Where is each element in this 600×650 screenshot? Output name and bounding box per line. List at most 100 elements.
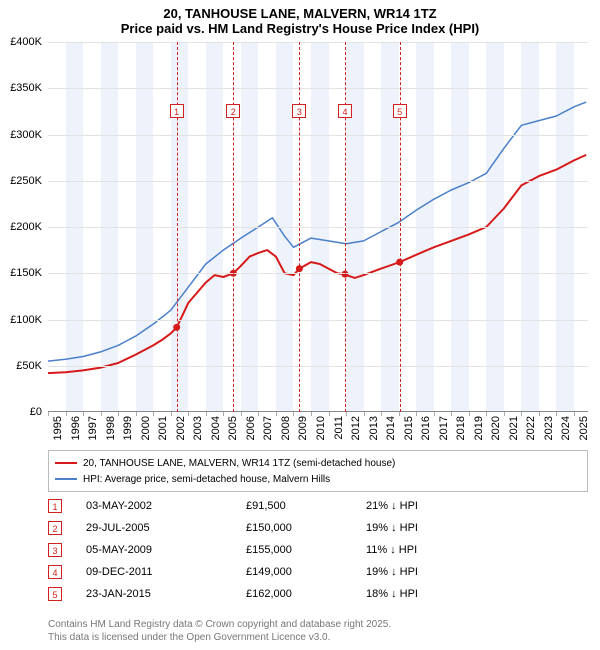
legend-label: 20, TANHOUSE LANE, MALVERN, WR14 1TZ (se…	[83, 458, 395, 469]
chart-area: 12345 £0£50K£100K£150K£200K£250K£300K£35…	[48, 42, 588, 412]
gridline	[48, 181, 588, 182]
legend-swatch	[55, 478, 77, 480]
y-tick-label: £0	[30, 406, 42, 418]
x-tick-label: 2008	[280, 416, 292, 440]
sales-row: 2 29-JUL-2005£150,00019% ↓ HPI	[48, 517, 486, 539]
sales-row-diff: 19% ↓ HPI	[366, 522, 486, 534]
sale-marker: 4	[338, 104, 352, 118]
x-tick-label: 1998	[105, 416, 117, 440]
x-tick	[504, 412, 505, 416]
x-tick-label: 2025	[578, 416, 590, 440]
y-tick-label: £100K	[10, 314, 42, 326]
sales-row-diff: 19% ↓ HPI	[366, 566, 486, 578]
y-tick-label: £50K	[16, 360, 42, 372]
y-tick-label: £400K	[10, 36, 42, 48]
x-tick-label: 2017	[438, 416, 450, 440]
x-tick	[434, 412, 435, 416]
x-tick-label: 2012	[350, 416, 362, 440]
x-tick-label: 2004	[210, 416, 222, 440]
sales-row-diff: 21% ↓ HPI	[366, 500, 486, 512]
x-tick	[258, 412, 259, 416]
sales-row-marker: 2	[48, 521, 62, 535]
sales-row-date: 23-JAN-2015	[86, 588, 246, 600]
x-tick-label: 2010	[315, 416, 327, 440]
sale-vline	[345, 42, 346, 412]
chart-title-block: 20, TANHOUSE LANE, MALVERN, WR14 1TZ Pri…	[0, 0, 600, 36]
x-tick	[48, 412, 49, 416]
sales-row-diff: 11% ↓ HPI	[366, 544, 486, 556]
sales-row-date: 03-MAY-2002	[86, 500, 246, 512]
legend-item: 20, TANHOUSE LANE, MALVERN, WR14 1TZ (se…	[55, 455, 581, 471]
sale-vline	[299, 42, 300, 412]
x-tick	[556, 412, 557, 416]
x-tick-label: 2009	[297, 416, 309, 440]
sales-row-date: 29-JUL-2005	[86, 522, 246, 534]
plot-surface: 12345	[48, 42, 588, 412]
title-line1: 20, TANHOUSE LANE, MALVERN, WR14 1TZ	[0, 6, 600, 21]
legend-item: HPI: Average price, semi-detached house,…	[55, 471, 581, 487]
sales-row-marker: 3	[48, 543, 62, 557]
sales-row-date: 05-MAY-2009	[86, 544, 246, 556]
sale-marker: 3	[292, 104, 306, 118]
x-tick-label: 2013	[368, 416, 380, 440]
sales-row-price: £162,000	[246, 588, 366, 600]
x-tick-label: 2002	[175, 416, 187, 440]
x-tick	[136, 412, 137, 416]
x-tick	[153, 412, 154, 416]
x-tick	[101, 412, 102, 416]
sales-row: 523-JAN-2015£162,00018% ↓ HPI	[48, 583, 486, 605]
x-tick-label: 2007	[262, 416, 274, 440]
x-tick	[416, 412, 417, 416]
sales-row-date: 09-DEC-2011	[86, 566, 246, 578]
x-tick	[451, 412, 452, 416]
x-tick	[83, 412, 84, 416]
x-tick	[469, 412, 470, 416]
sales-row: 103-MAY-2002£91,50021% ↓ HPI	[48, 495, 486, 517]
x-tick	[364, 412, 365, 416]
gridline	[48, 88, 588, 89]
gridline	[48, 273, 588, 274]
x-tick	[223, 412, 224, 416]
x-tick-label: 2024	[560, 416, 572, 440]
x-tick	[66, 412, 67, 416]
x-tick-label: 1997	[87, 416, 99, 440]
sales-row-diff: 18% ↓ HPI	[366, 588, 486, 600]
sales-row-marker: 1	[48, 499, 62, 513]
gridline	[48, 42, 588, 43]
x-tick-label: 2022	[525, 416, 537, 440]
x-tick-label: 2018	[455, 416, 467, 440]
x-tick-label: 2023	[543, 416, 555, 440]
y-tick-label: £350K	[10, 82, 42, 94]
sales-row-price: £149,000	[246, 566, 366, 578]
y-tick-label: £150K	[10, 267, 42, 279]
gridline	[48, 227, 588, 228]
series-line	[48, 102, 586, 361]
x-tick-label: 2000	[140, 416, 152, 440]
x-tick-label: 2001	[157, 416, 169, 440]
x-tick	[399, 412, 400, 416]
x-tick-label: 1995	[52, 416, 64, 440]
x-tick	[346, 412, 347, 416]
sale-vline	[177, 42, 178, 412]
x-tick	[206, 412, 207, 416]
x-tick-label: 2003	[192, 416, 204, 440]
y-tick-label: £200K	[10, 221, 42, 233]
sales-row: 305-MAY-2009£155,00011% ↓ HPI	[48, 539, 486, 561]
x-tick	[171, 412, 172, 416]
legend: 20, TANHOUSE LANE, MALVERN, WR14 1TZ (se…	[48, 450, 588, 492]
gridline	[48, 135, 588, 136]
x-tick-label: 2014	[385, 416, 397, 440]
footer: Contains HM Land Registry data © Crown c…	[48, 618, 391, 644]
x-tick-label: 2011	[333, 416, 345, 440]
x-tick-label: 2020	[490, 416, 502, 440]
sales-row-price: £150,000	[246, 522, 366, 534]
x-tick-label: 2021	[508, 416, 520, 440]
gridline	[48, 366, 588, 367]
sale-vline	[233, 42, 234, 412]
gridline	[48, 320, 588, 321]
x-tick	[293, 412, 294, 416]
sale-marker: 1	[170, 104, 184, 118]
footer-line1: Contains HM Land Registry data © Crown c…	[48, 618, 391, 631]
sales-table: 103-MAY-2002£91,50021% ↓ HPI229-JUL-2005…	[48, 495, 486, 605]
y-tick-label: £300K	[10, 129, 42, 141]
